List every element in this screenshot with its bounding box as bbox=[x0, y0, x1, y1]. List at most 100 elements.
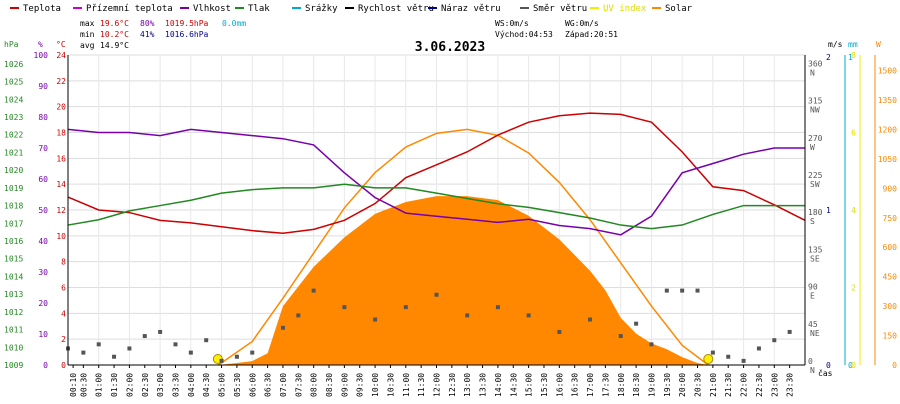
temperature-tick: 20 bbox=[56, 103, 66, 112]
temperature-line bbox=[67, 112, 806, 235]
pressure-tick: 1015 bbox=[4, 255, 23, 264]
x-tick-label: 15:30 bbox=[540, 373, 549, 397]
stats-min-press: 1016.6hPa bbox=[165, 30, 209, 39]
stats-sunrise: Východ:04:53 bbox=[495, 30, 553, 39]
direction-label: SE bbox=[810, 254, 820, 263]
humidity-tick: 40 bbox=[38, 237, 48, 246]
pressure-tick: 1012 bbox=[4, 308, 23, 317]
x-tick-label: 00:30 bbox=[79, 373, 88, 397]
pressure-tick: 1024 bbox=[4, 95, 23, 104]
legend-label-1: Přízemní teplota bbox=[86, 4, 173, 14]
wind-direction-point bbox=[695, 288, 700, 293]
x-tick-label: 15:00 bbox=[525, 373, 534, 397]
temperature-tick: 8 bbox=[61, 258, 66, 267]
pressure-tick: 1010 bbox=[4, 343, 23, 352]
x-tick-label: 09:30 bbox=[356, 373, 365, 397]
humidity-line bbox=[67, 128, 805, 236]
wind-direction-point bbox=[127, 346, 132, 351]
stats-wg: WG:0m/s bbox=[565, 19, 599, 28]
legend-label-0: Teplota bbox=[23, 4, 61, 14]
pressure-tick: 1009 bbox=[4, 361, 23, 370]
solar-tick: 150 bbox=[883, 332, 898, 341]
x-tick-label: 10:30 bbox=[386, 373, 395, 397]
x-tick-label: 17:00 bbox=[586, 373, 595, 397]
x-tick-label: 11:00 bbox=[402, 373, 411, 397]
x-tick-label: 18:00 bbox=[617, 373, 626, 397]
pressure-tick: 1026 bbox=[4, 60, 23, 69]
wind-direction-point bbox=[142, 334, 147, 339]
direction-tick: 45 bbox=[808, 320, 818, 329]
temperature-tick: 4 bbox=[61, 309, 66, 318]
direction-tick: 90 bbox=[808, 283, 818, 292]
x-tick-label: 23:30 bbox=[786, 373, 795, 397]
legend-label-2: Vlhkost bbox=[193, 4, 231, 14]
direction-tick: 270 bbox=[808, 134, 823, 143]
temperature-tick: 22 bbox=[56, 77, 66, 86]
sunset-marker bbox=[703, 354, 714, 364]
wind-direction-point bbox=[664, 288, 669, 293]
wind-direction-point bbox=[434, 292, 439, 297]
stats-max-label: max bbox=[80, 19, 95, 28]
wind-direction-points bbox=[66, 288, 792, 363]
pressure-tick: 1011 bbox=[4, 326, 23, 335]
direction-label: W bbox=[810, 143, 815, 152]
direction-tick: 180 bbox=[808, 208, 823, 217]
humidity-tick: 70 bbox=[38, 144, 48, 153]
humidity-tick: 60 bbox=[38, 175, 48, 184]
legend-label-9: Solar bbox=[665, 4, 693, 14]
x-tick-label: 11:30 bbox=[417, 373, 426, 397]
wind-direction-point bbox=[741, 358, 746, 363]
stats-avg-temp: 14.9°C bbox=[100, 41, 129, 50]
x-tick-label: 16:00 bbox=[555, 373, 564, 397]
uv-tick: 2 bbox=[851, 284, 856, 293]
x-tick-label: 18:30 bbox=[632, 373, 641, 397]
pressure-tick: 1022 bbox=[4, 131, 23, 140]
wind-direction-point bbox=[280, 325, 285, 330]
x-tick-label: 08:00 bbox=[310, 373, 319, 397]
stats-min-temp: 10.2°C bbox=[100, 30, 129, 39]
x-tick-label: 16:30 bbox=[571, 373, 580, 397]
legend-label-6: Náraz větru bbox=[441, 4, 501, 14]
wind-direction-point bbox=[342, 305, 347, 310]
pressure-tick: 1019 bbox=[4, 184, 23, 193]
solar-tick: 0 bbox=[892, 361, 897, 370]
x-tick-label: 12:30 bbox=[448, 373, 457, 397]
legend-label-4: Srážky bbox=[305, 4, 338, 14]
pressure-tick: 1018 bbox=[4, 202, 23, 211]
temperature-tick: 2 bbox=[61, 335, 66, 344]
temperature-tick: 14 bbox=[56, 180, 66, 189]
x-tick-label: 13:30 bbox=[479, 373, 488, 397]
wind-unit: m/s bbox=[828, 40, 843, 49]
x-tick-label: 22:00 bbox=[740, 373, 749, 397]
humidity-tick: 30 bbox=[38, 268, 48, 277]
stats-max-rain: 0.0mm bbox=[222, 19, 246, 28]
axes: 00:10 00:30 01:00 01:30 02:00 02:30 03:00 03:30… bbox=[4, 40, 897, 397]
direction-label: SW bbox=[810, 180, 820, 189]
uv-tick: 4 bbox=[851, 206, 856, 215]
direction-label: NE bbox=[810, 329, 820, 338]
wind-tick: 2 bbox=[826, 53, 831, 62]
humidity-tick: 80 bbox=[38, 113, 48, 122]
wind-direction-point bbox=[81, 350, 86, 355]
wind-direction-point bbox=[311, 288, 316, 293]
solar-tick: 900 bbox=[883, 184, 898, 193]
x-tick-label: 21:00 bbox=[709, 373, 718, 397]
wind-direction-point bbox=[373, 317, 378, 322]
x-tick-label: 00:10 bbox=[69, 373, 78, 397]
stats-avg-label: avg bbox=[80, 41, 95, 50]
x-tick-label: 12:00 bbox=[433, 373, 442, 397]
humidity-unit: % bbox=[38, 40, 43, 49]
uv-tick: 0 bbox=[851, 361, 856, 370]
solar-tick: 450 bbox=[883, 273, 898, 282]
pressure-tick: 1023 bbox=[4, 113, 23, 122]
solar-tick: 1200 bbox=[878, 125, 897, 134]
line-series bbox=[67, 112, 806, 236]
direction-label: N bbox=[810, 68, 815, 77]
x-tick-label: 01:30 bbox=[110, 373, 119, 397]
wind-direction-point bbox=[726, 354, 731, 359]
wind-direction-point bbox=[495, 305, 500, 310]
x-tick-label: 04:30 bbox=[202, 373, 211, 397]
solar-tick: 1050 bbox=[878, 155, 897, 164]
